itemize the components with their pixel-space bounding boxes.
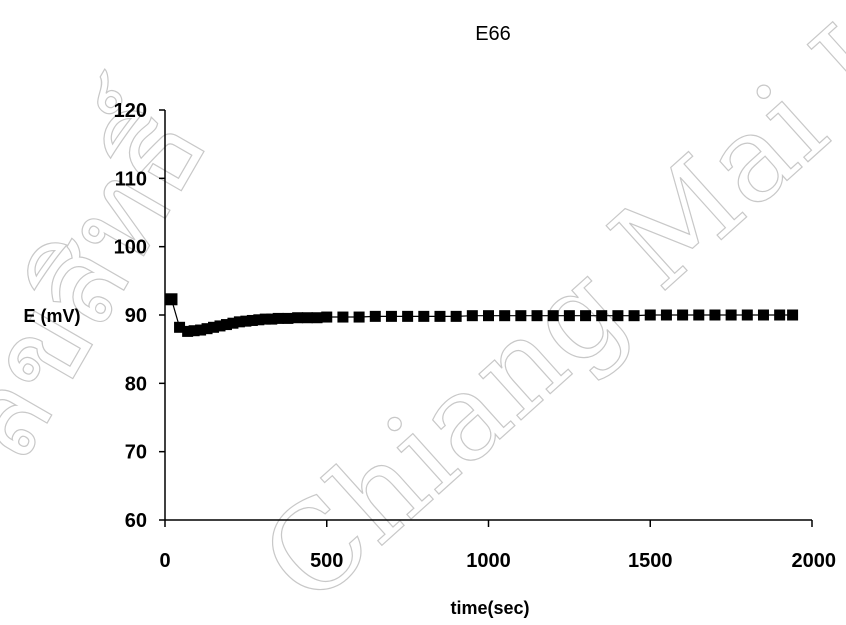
x-tick-label: 1500 [628, 550, 673, 572]
data-point [547, 310, 559, 322]
data-point [201, 323, 213, 335]
data-point [233, 316, 245, 328]
x-tick-label: 1000 [466, 550, 511, 572]
data-point [725, 309, 737, 321]
data-point [434, 310, 446, 322]
x-tick-label: 500 [310, 550, 343, 572]
x-axis-label: time(sec) [450, 598, 529, 618]
data-point [253, 314, 265, 326]
data-point [402, 310, 414, 322]
data-point [227, 317, 239, 329]
data-point [787, 309, 799, 321]
data-point [483, 310, 494, 322]
y-tick-label: 70 [125, 442, 147, 464]
plot-area [165, 293, 799, 337]
data-point [612, 310, 624, 322]
data-point [693, 309, 705, 321]
data-point [385, 310, 397, 322]
data-point [220, 319, 232, 331]
data-point [644, 309, 656, 321]
y-axis-label: E (mV) [23, 306, 80, 326]
data-point [596, 310, 608, 322]
data-point [499, 310, 511, 322]
x-tick-label: 2000 [792, 550, 837, 572]
data-point [272, 312, 284, 324]
y-tick-label: 100 [114, 237, 147, 259]
x-tick-label: 0 [159, 550, 170, 572]
data-point [188, 325, 200, 337]
y-tick-label: 60 [125, 510, 147, 532]
chart-title: E66 [475, 23, 511, 45]
data-point [774, 309, 786, 321]
y-ticks: 60 70 80 90 100 110 120 [114, 100, 165, 532]
data-point [337, 311, 349, 323]
data-point [660, 309, 672, 321]
data-point [628, 310, 640, 322]
data-point [214, 320, 226, 332]
data-point [266, 313, 278, 325]
data-point [311, 312, 323, 324]
y-tick-label: 110 [115, 168, 147, 190]
data-point [292, 312, 304, 324]
data-point [174, 321, 186, 333]
data-point [195, 324, 207, 336]
data-point [757, 309, 769, 321]
data-point [240, 315, 252, 327]
data-point [246, 314, 258, 326]
data-point [709, 309, 721, 321]
data-point [282, 312, 294, 324]
data-point [515, 310, 527, 322]
data-point [165, 293, 178, 306]
data-point [450, 310, 462, 322]
y-tick-label: 120 [114, 100, 147, 122]
data-point [182, 325, 194, 337]
data-point [301, 312, 313, 324]
data-point [321, 311, 333, 323]
data-point [531, 310, 543, 322]
x-ticks: 0 500 1000 1500 2000 [159, 520, 836, 572]
data-point [677, 309, 689, 321]
y-tick-label: 80 [125, 373, 147, 395]
data-point [259, 313, 271, 325]
data-point [418, 310, 430, 322]
data-point [369, 310, 381, 322]
data-point [466, 310, 478, 322]
data-point [580, 310, 592, 322]
data-point [741, 309, 753, 321]
watermark-thai: ลิขสิทธิ์ [0, 68, 240, 484]
y-tick-label: 90 [125, 305, 147, 327]
data-point [353, 311, 365, 323]
data-point [563, 310, 575, 322]
data-point [208, 321, 220, 333]
